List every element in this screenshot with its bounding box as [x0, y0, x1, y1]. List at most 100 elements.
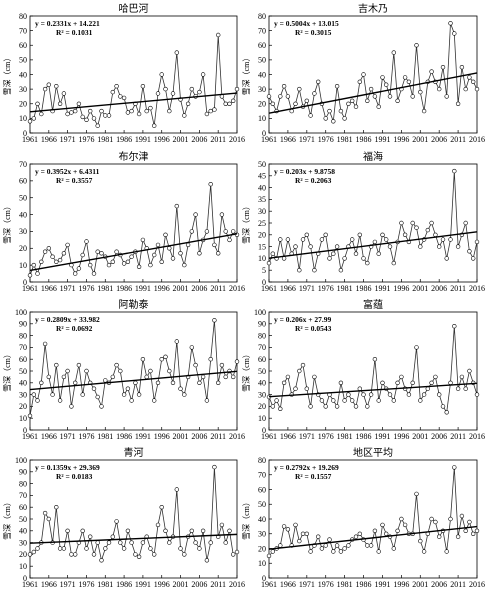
- data-point: [87, 108, 93, 114]
- data-point: [189, 229, 195, 234]
- data-point: [91, 386, 97, 391]
- data-point: [140, 237, 146, 243]
- data-point: [342, 116, 347, 121]
- data-point: [91, 116, 97, 121]
- data-point: [346, 101, 351, 107]
- x-tick-label: 1961: [22, 284, 38, 293]
- x-tick-label: 1976: [318, 135, 334, 144]
- x-tick-label: 1961: [261, 135, 277, 144]
- data-point: [204, 111, 210, 117]
- data-point: [136, 554, 142, 559]
- data-point: [270, 101, 275, 107]
- y-tick-label: 50: [19, 56, 27, 65]
- y-tick-label: 40: [19, 379, 27, 388]
- y-tick-label: 70: [258, 471, 266, 480]
- data-point: [297, 368, 302, 374]
- data-point: [31, 549, 36, 555]
- data-point: [174, 339, 180, 344]
- data-point: [167, 246, 172, 251]
- data-point: [219, 522, 225, 528]
- x-tick-label: 1961: [22, 135, 38, 144]
- data-point: [452, 465, 457, 470]
- data-point: [174, 487, 180, 492]
- data-point: [167, 368, 172, 374]
- data-point: [467, 368, 472, 374]
- data-point: [285, 237, 291, 242]
- data-point: [444, 94, 449, 99]
- y-tick-label: 100: [15, 308, 27, 317]
- data-point: [357, 79, 362, 85]
- y-tick-label: 80: [19, 331, 27, 340]
- data-point: [216, 251, 221, 256]
- data-point: [266, 260, 272, 266]
- data-point: [155, 242, 161, 248]
- y-tick-label: 50: [258, 500, 266, 509]
- data-point: [338, 268, 344, 273]
- data-point: [174, 50, 180, 55]
- data-point: [99, 251, 104, 256]
- data-point: [231, 552, 236, 557]
- data-point: [61, 91, 67, 96]
- data-point: [444, 549, 449, 554]
- x-tick-label: 2011: [450, 432, 466, 441]
- data-point: [159, 259, 164, 264]
- data-point: [174, 203, 180, 209]
- data-point: [293, 101, 298, 107]
- data-point: [365, 98, 370, 104]
- y-tick-label: 40: [19, 70, 27, 79]
- data-point: [444, 256, 449, 261]
- data-point: [80, 252, 85, 258]
- data-point: [399, 516, 404, 522]
- data-point: [72, 271, 78, 276]
- data-point: [395, 98, 400, 104]
- data-point: [110, 259, 116, 264]
- data-point: [380, 380, 385, 385]
- data-point: [163, 354, 168, 359]
- r-squared: R² = 0.2063: [295, 176, 332, 185]
- data-point: [212, 242, 217, 248]
- x-tick-label: 1986: [356, 432, 372, 441]
- data-point: [170, 91, 176, 96]
- data-point: [437, 86, 442, 92]
- data-point: [87, 534, 93, 539]
- y-tick-label: 30: [19, 227, 27, 236]
- data-point: [350, 398, 355, 403]
- data-point: [357, 531, 362, 536]
- data-point: [140, 83, 146, 89]
- data-point: [57, 101, 63, 107]
- data-point: [46, 82, 51, 87]
- x-tick-label: 1991: [135, 580, 151, 589]
- data-point: [331, 119, 336, 124]
- x-tick-label: 2011: [210, 580, 226, 589]
- data-point: [297, 538, 302, 544]
- trend-line: [268, 72, 478, 114]
- data-point: [155, 380, 161, 385]
- data-point: [216, 380, 221, 385]
- data-point: [380, 232, 385, 238]
- data-point: [144, 374, 149, 380]
- x-tick-label: 2011: [210, 284, 226, 293]
- trend-line: [29, 233, 238, 272]
- data-point: [212, 318, 217, 323]
- data-point: [35, 546, 40, 551]
- x-tick-label: 2006: [431, 284, 447, 293]
- data-point: [459, 513, 465, 519]
- y-tick-label: 20: [19, 100, 27, 109]
- x-tick-label: 1961: [261, 580, 277, 589]
- x-tick-label: 1971: [299, 580, 315, 589]
- data-point: [342, 398, 347, 403]
- data-point: [223, 229, 228, 234]
- data-point: [361, 72, 366, 77]
- x-tick-label: 2001: [412, 580, 428, 589]
- y-tick-label: 100: [15, 456, 27, 465]
- data-point: [455, 386, 461, 391]
- y-tick-label: 70: [19, 343, 27, 352]
- trend-equation: y = 0.203x + 9.8758: [274, 167, 335, 176]
- y-axis-label: 雪深（cm）: [242, 350, 251, 392]
- y-tick-label: 90: [19, 468, 27, 477]
- y-tick-label: 80: [19, 479, 27, 488]
- data-point: [106, 113, 112, 118]
- x-tick-label: 2001: [412, 135, 428, 144]
- y-tick-label: 20: [19, 402, 27, 411]
